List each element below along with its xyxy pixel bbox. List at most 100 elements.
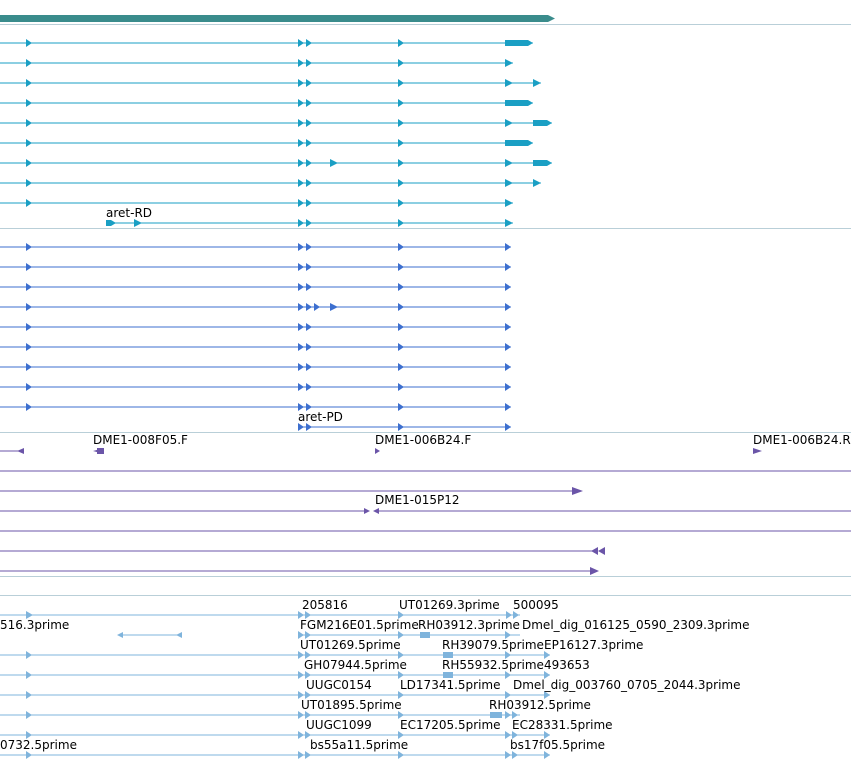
exon-arrow[interactable] — [505, 159, 513, 167]
exon-arrow[interactable] — [306, 79, 312, 87]
exon-arrow[interactable] — [26, 383, 32, 391]
exon-arrow[interactable] — [26, 119, 32, 127]
exon-arrow[interactable] — [398, 343, 404, 351]
exon-arrow[interactable] — [505, 383, 511, 391]
gene-track[interactable] — [0, 15, 555, 22]
exon-arrow[interactable] — [134, 219, 142, 227]
exon-arrow[interactable] — [505, 363, 511, 371]
exon-arrow[interactable] — [398, 39, 404, 47]
exon-arrow[interactable] — [505, 303, 511, 311]
exon-arrow[interactable] — [306, 59, 312, 67]
exon-block[interactable] — [533, 120, 552, 126]
exon-arrow[interactable] — [314, 303, 320, 311]
exon-arrow[interactable] — [398, 323, 404, 331]
exon-arrow[interactable] — [505, 423, 511, 431]
exon-arrow[interactable] — [398, 423, 404, 431]
exon-arrow[interactable] — [505, 283, 511, 291]
exon-arrow[interactable] — [533, 179, 541, 187]
exon-arrow[interactable] — [398, 119, 404, 127]
exon-arrow[interactable] — [298, 423, 304, 431]
exon-block[interactable] — [505, 100, 533, 106]
exon-arrow[interactable] — [306, 243, 312, 251]
exon-arrow[interactable] — [306, 159, 312, 167]
exon-arrow[interactable] — [505, 59, 513, 67]
est-track[interactable]: 205816 UT01269.3prime 500095 516.3prime … — [0, 598, 750, 759]
exon-arrow[interactable] — [298, 59, 304, 67]
exon-arrow[interactable] — [306, 263, 312, 271]
exon-arrow[interactable] — [298, 403, 304, 411]
exon-block[interactable] — [533, 160, 552, 166]
exon-arrow[interactable] — [398, 263, 404, 271]
exon-arrow[interactable] — [298, 323, 304, 331]
exon-arrow[interactable] — [298, 79, 304, 87]
exon-arrow[interactable] — [26, 59, 32, 67]
exon-arrow[interactable] — [306, 119, 312, 127]
exon-block[interactable] — [505, 140, 533, 146]
exon-arrow[interactable] — [330, 303, 338, 311]
exon-arrow[interactable] — [306, 363, 312, 371]
exon-arrow[interactable] — [298, 283, 304, 291]
gene-feature[interactable] — [0, 15, 548, 22]
exon-arrow[interactable] — [505, 343, 511, 351]
exon-arrow[interactable] — [505, 323, 511, 331]
exon-arrow[interactable] — [398, 199, 404, 207]
exon-arrow[interactable] — [298, 139, 304, 147]
exon-arrow[interactable] — [26, 199, 32, 207]
exon-arrow[interactable] — [505, 179, 513, 187]
exon-arrow[interactable] — [505, 199, 513, 207]
exon-arrow[interactable] — [298, 179, 304, 187]
exon-arrow[interactable] — [533, 79, 541, 87]
exon-arrow[interactable] — [26, 99, 32, 107]
exon-block[interactable] — [106, 220, 116, 226]
exon-arrow[interactable] — [306, 283, 312, 291]
exon-arrow[interactable] — [505, 403, 511, 411]
exon-arrow[interactable] — [26, 403, 32, 411]
exon-arrow[interactable] — [306, 39, 312, 47]
exon-arrow[interactable] — [298, 119, 304, 127]
exon-arrow[interactable] — [26, 343, 32, 351]
est-feature[interactable] — [420, 632, 430, 638]
exon-arrow[interactable] — [298, 363, 304, 371]
clone-track[interactable]: DME1-008F05.F DME1-006B24.F DME1-006B24.… — [0, 433, 851, 575]
exon-arrow[interactable] — [505, 119, 513, 127]
exon-arrow[interactable] — [26, 283, 32, 291]
exon-arrow[interactable] — [398, 219, 404, 227]
exon-arrow[interactable] — [26, 139, 32, 147]
exon-arrow[interactable] — [398, 363, 404, 371]
exon-arrow[interactable] — [306, 179, 312, 187]
exon-arrow[interactable] — [298, 99, 304, 107]
exon-arrow[interactable] — [306, 99, 312, 107]
exon-arrow[interactable] — [398, 403, 404, 411]
exon-arrow[interactable] — [505, 219, 513, 227]
exon-arrow[interactable] — [505, 263, 511, 271]
exon-arrow[interactable] — [398, 243, 404, 251]
exon-arrow[interactable] — [306, 199, 312, 207]
protein-track[interactable]: aret-PD — [0, 243, 511, 431]
mrna-track[interactable]: aret-RD — [0, 39, 552, 227]
exon-arrow[interactable] — [298, 263, 304, 271]
exon-arrow[interactable] — [306, 403, 312, 411]
exon-block[interactable] — [505, 40, 533, 46]
exon-arrow[interactable] — [330, 159, 338, 167]
exon-arrow[interactable] — [505, 79, 513, 87]
exon-arrow[interactable] — [398, 179, 404, 187]
exon-arrow[interactable] — [26, 323, 32, 331]
exon-arrow[interactable] — [26, 159, 32, 167]
exon-arrow[interactable] — [298, 199, 304, 207]
exon-arrow[interactable] — [398, 303, 404, 311]
exon-arrow[interactable] — [398, 159, 404, 167]
exon-arrow[interactable] — [398, 283, 404, 291]
exon-arrow[interactable] — [26, 79, 32, 87]
exon-arrow[interactable] — [306, 303, 312, 311]
clone-feature[interactable] — [97, 448, 104, 454]
exon-arrow[interactable] — [306, 423, 312, 431]
exon-arrow[interactable] — [306, 323, 312, 331]
exon-arrow[interactable] — [398, 383, 404, 391]
est-feature[interactable] — [490, 712, 502, 718]
exon-arrow[interactable] — [306, 219, 312, 227]
exon-arrow[interactable] — [398, 139, 404, 147]
exon-arrow[interactable] — [298, 39, 304, 47]
exon-arrow[interactable] — [26, 363, 32, 371]
exon-arrow[interactable] — [505, 243, 511, 251]
est-feature[interactable] — [443, 652, 453, 658]
